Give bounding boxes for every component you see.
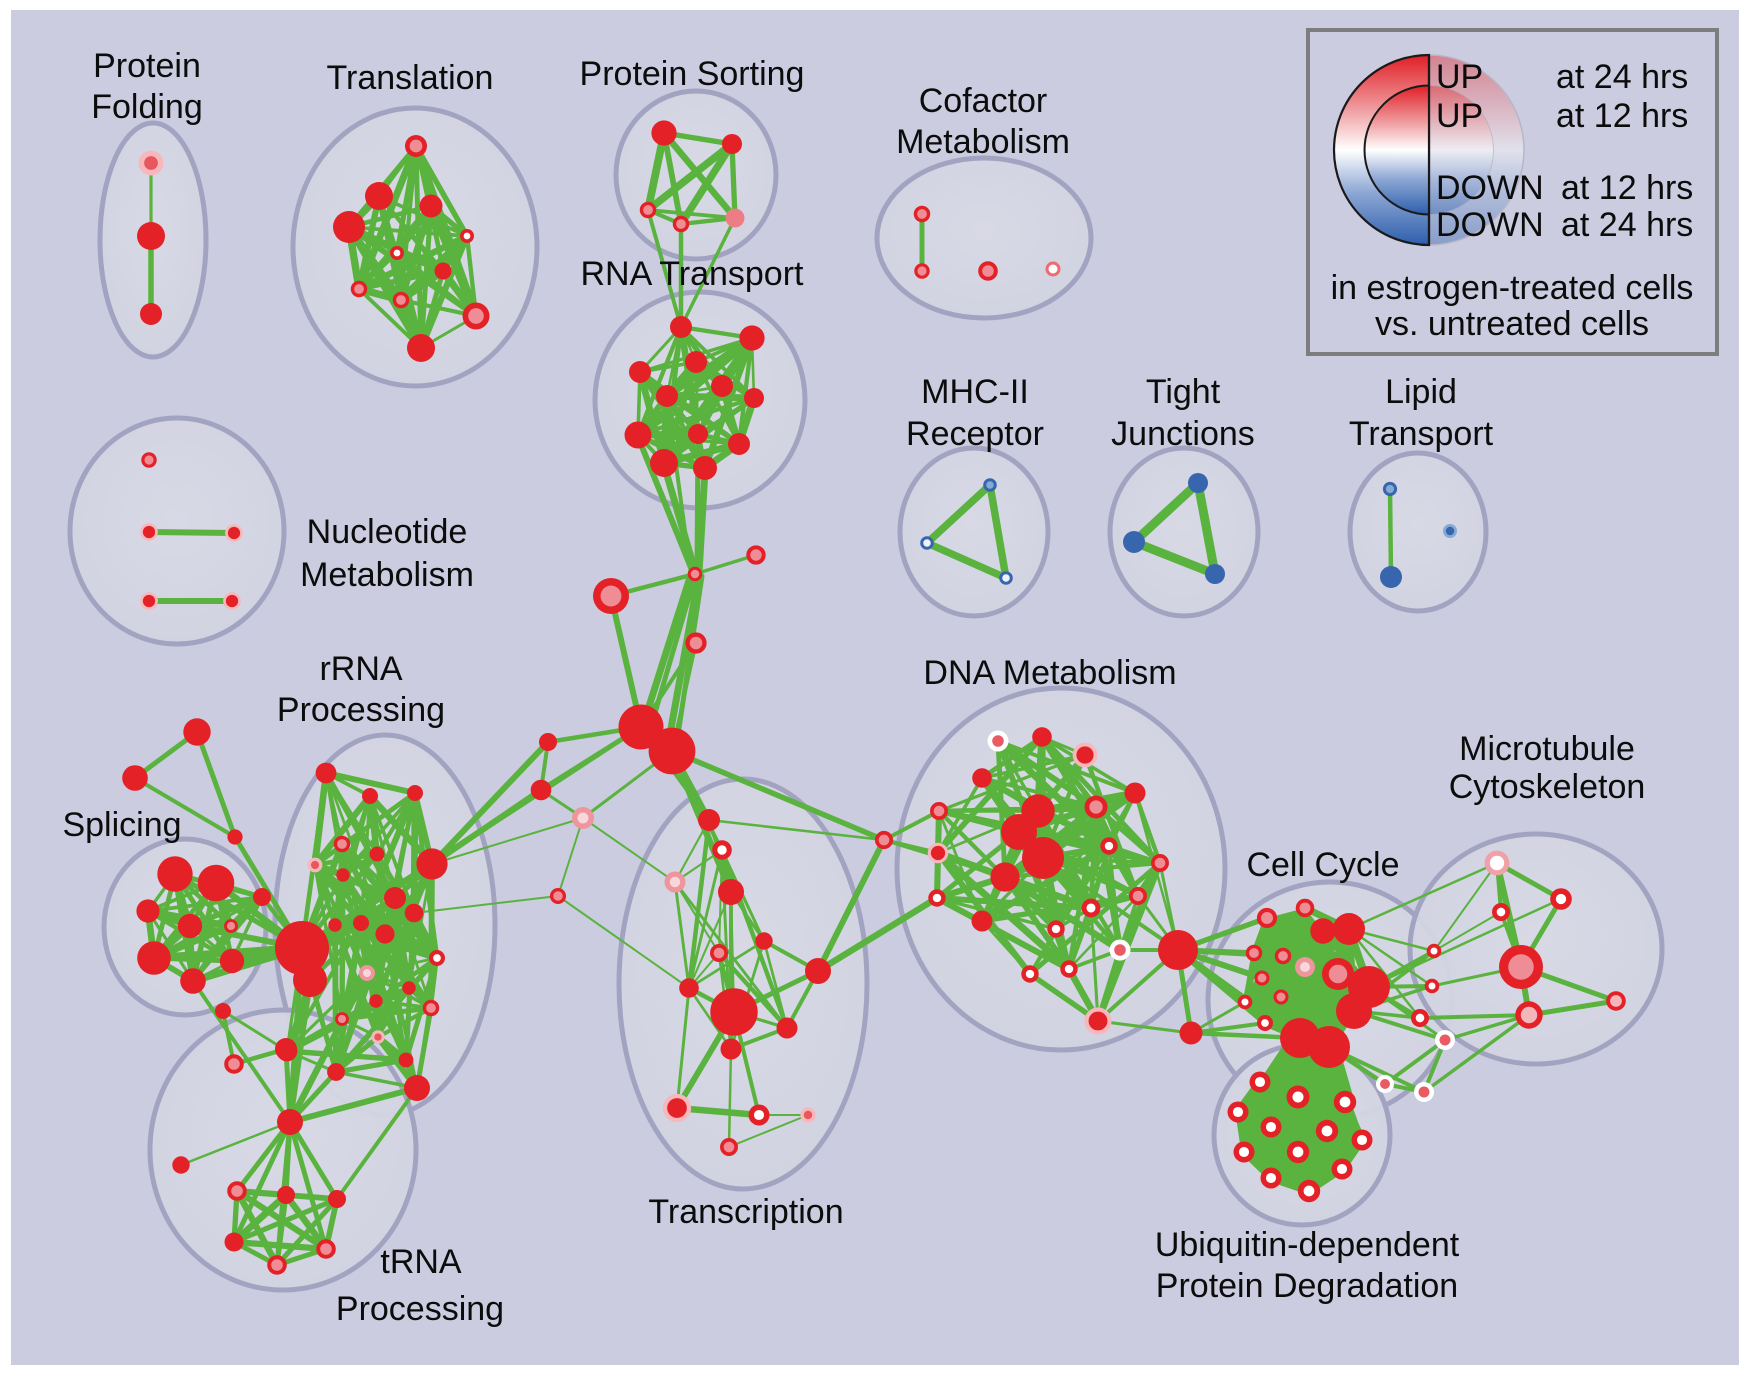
svg-text:Cofactor: Cofactor <box>919 82 1048 120</box>
svg-text:Cytoskeleton: Cytoskeleton <box>1449 768 1646 806</box>
svg-text:Transcription: Transcription <box>648 1193 843 1231</box>
svg-text:Splicing: Splicing <box>62 806 181 844</box>
svg-text:DNA Metabolism: DNA Metabolism <box>923 654 1176 692</box>
svg-text:Processing: Processing <box>277 691 445 729</box>
svg-text:MHC-II: MHC-II <box>921 373 1029 411</box>
svg-text:Protein Degradation: Protein Degradation <box>1156 1267 1458 1305</box>
svg-text:Transport: Transport <box>1349 415 1494 453</box>
svg-text:at 24 hrs: at 24 hrs <box>1561 206 1693 244</box>
svg-text:Lipid: Lipid <box>1385 373 1457 411</box>
svg-text:Metabolism: Metabolism <box>300 556 474 594</box>
svg-text:DOWN: DOWN <box>1436 169 1544 207</box>
svg-text:Cell Cycle: Cell Cycle <box>1246 846 1399 884</box>
svg-text:Junctions: Junctions <box>1111 415 1255 453</box>
svg-text:at 12 hrs: at 12 hrs <box>1556 97 1688 135</box>
svg-text:in estrogen-treated cells: in estrogen-treated cells <box>1331 269 1694 307</box>
svg-text:rRNA: rRNA <box>319 650 402 688</box>
svg-text:Ubiquitin-dependent: Ubiquitin-dependent <box>1155 1226 1460 1264</box>
svg-text:Metabolism: Metabolism <box>896 123 1070 161</box>
svg-text:at 12 hrs: at 12 hrs <box>1561 169 1693 207</box>
svg-text:Translation: Translation <box>327 59 494 97</box>
svg-text:UP: UP <box>1436 97 1483 135</box>
svg-text:DOWN: DOWN <box>1436 206 1544 244</box>
svg-text:Tight: Tight <box>1146 373 1221 411</box>
svg-text:Processing: Processing <box>336 1290 504 1328</box>
svg-text:vs. untreated cells: vs. untreated cells <box>1375 305 1649 343</box>
svg-text:at 24 hrs: at 24 hrs <box>1556 58 1688 96</box>
svg-text:UP: UP <box>1436 58 1483 96</box>
svg-text:Protein Sorting: Protein Sorting <box>580 55 805 93</box>
svg-text:Receptor: Receptor <box>906 415 1044 453</box>
svg-text:Folding: Folding <box>91 88 203 126</box>
svg-text:RNA Transport: RNA Transport <box>581 255 805 293</box>
svg-text:Protein: Protein <box>93 47 201 85</box>
svg-text:Nucleotide: Nucleotide <box>307 513 468 551</box>
svg-text:tRNA: tRNA <box>380 1243 462 1281</box>
svg-text:Microtubule: Microtubule <box>1459 730 1635 768</box>
